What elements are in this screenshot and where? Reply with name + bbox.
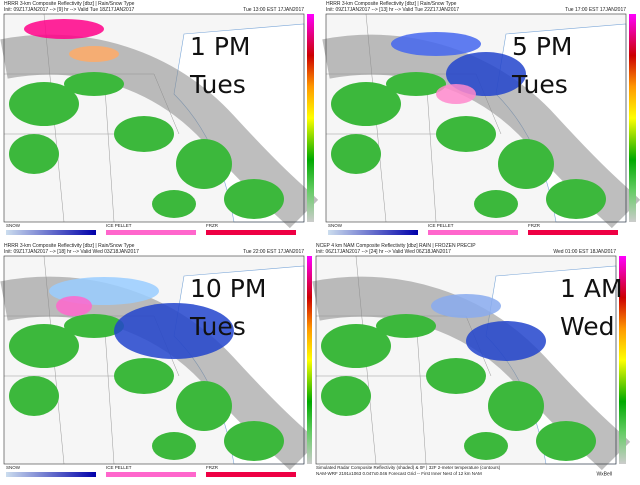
precip-area (466, 321, 546, 361)
legend-label: SNOW (328, 223, 343, 228)
legend-swatch (106, 230, 196, 235)
legend-swatch (328, 230, 418, 235)
legend-swatch (428, 230, 518, 235)
legend-swatch (6, 472, 96, 477)
panel: HRRR 3-km Composite Reflectivity [dbz] |… (322, 0, 640, 238)
precip-area (431, 294, 501, 318)
map (326, 14, 626, 222)
legend-swatch (528, 230, 618, 235)
header-title: HRRR 3-km Composite Reflectivity [dbz] |… (326, 1, 457, 7)
color-bar (307, 256, 314, 464)
valid-time: Tue 22:00 EST 17JAN2017 (243, 249, 304, 255)
valid-time: Tue 13:00 EST 17JAN2017 (243, 7, 304, 13)
precip-area (69, 46, 119, 62)
map (316, 256, 616, 464)
time-label: 5 PM (512, 32, 573, 61)
legend-label: ICE PELLET (428, 223, 454, 228)
time-label: 1 AM (560, 274, 623, 303)
panel: NCEP 4 km NAM Composite Reflectivity [db… (312, 242, 630, 480)
header-title: HRRR 3-km Composite Reflectivity [dbz] |… (4, 1, 135, 7)
map-frame (315, 255, 617, 465)
footer-text: NAM-WRF 2191x1063 0.047x0.046 Forecast G… (316, 471, 482, 476)
map-frame (3, 255, 305, 465)
legend-label: SNOW (6, 465, 21, 470)
map-frame (325, 13, 627, 223)
map (4, 14, 304, 222)
header-init: Init: 09Z17JAN2017 --> [18] hr --> Valid… (4, 249, 139, 255)
color-bar (629, 14, 636, 222)
precip-area (114, 303, 234, 359)
precip-area (436, 84, 476, 104)
color-bar (307, 14, 314, 222)
header-init: Init: 06Z17JAN2017 --> [24] hr --> Valid… (316, 249, 451, 255)
legend-label: FRZR (206, 465, 219, 470)
legend-label: FRZR (206, 223, 219, 228)
legend-label: ICE PELLET (106, 465, 132, 470)
footer-text: Simulated Radar Composite Reflectivity (… (316, 465, 501, 470)
header-title: NCEP 4 km NAM Composite Reflectivity [db… (316, 243, 476, 249)
time-label: Tues (189, 312, 246, 341)
legend-label: SNOW (6, 223, 21, 228)
precip-area (56, 296, 92, 316)
time-label: Tues (189, 70, 246, 99)
header-init: Init: 09Z17JAN2017 --> [9] hr --> Valid … (4, 7, 134, 13)
header-init: Init: 09Z17JAN2017 --> [13] hr --> Valid… (326, 7, 459, 13)
time-label: Wed (560, 312, 615, 341)
legend-swatch (206, 230, 296, 235)
legend-label: FRZR (528, 223, 541, 228)
valid-time: Wed 01:00 EST 18JAN2017 (553, 249, 616, 255)
time-label: 1 PM (190, 32, 251, 61)
valid-time: Tue 17:00 EST 17JAN2017 (565, 7, 626, 13)
legend-swatch (6, 230, 96, 235)
legend-swatch (106, 472, 196, 477)
time-label: 10 PM (190, 274, 266, 303)
map (4, 256, 304, 464)
time-label: Tues (511, 70, 568, 99)
precip-area (446, 52, 526, 96)
legend-label: ICE PELLET (106, 223, 132, 228)
color-bar (619, 256, 626, 464)
panel: HRRR 3-km Composite Reflectivity [dbz] |… (0, 0, 318, 238)
radar (4, 14, 304, 222)
header-title: HRRR 3-km Composite Reflectivity [dbz] |… (4, 243, 135, 249)
legend-swatch (206, 472, 296, 477)
brand: WxBell (596, 471, 612, 477)
precip-area (391, 32, 481, 56)
precip-area (24, 19, 104, 39)
map-frame (3, 13, 305, 223)
panel: HRRR 3-km Composite Reflectivity [dbz] |… (0, 242, 318, 480)
